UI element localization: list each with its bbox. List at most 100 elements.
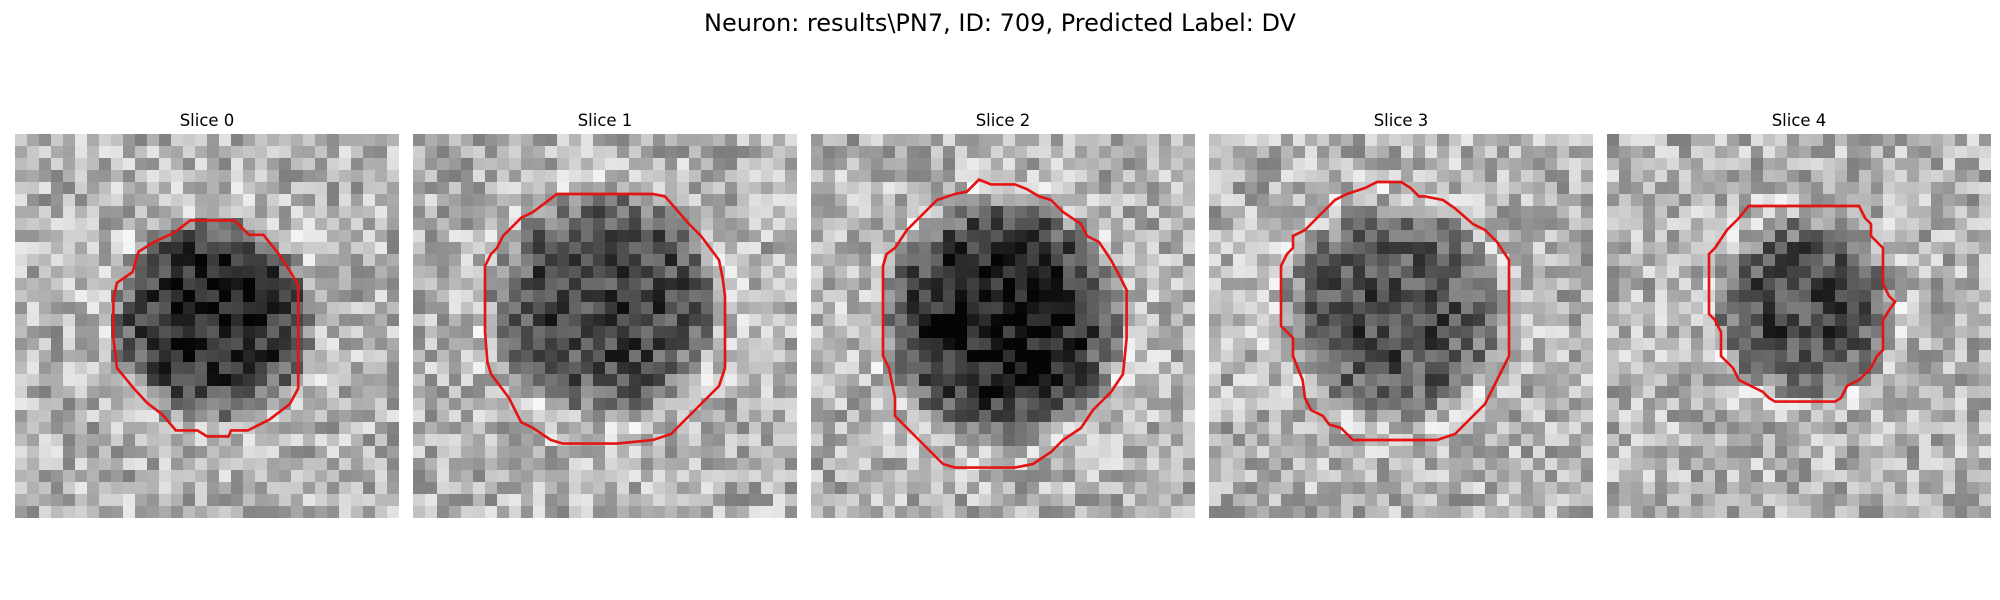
pixel xyxy=(1631,446,1644,459)
pixel xyxy=(1691,230,1704,243)
pixel xyxy=(243,314,256,327)
pixel xyxy=(437,506,450,518)
pixel xyxy=(1509,494,1522,507)
pixel xyxy=(811,446,824,459)
pixel xyxy=(1413,470,1426,483)
pixel xyxy=(1305,434,1318,447)
pixel xyxy=(701,242,714,255)
pixel xyxy=(1943,290,1956,303)
pixel xyxy=(473,218,486,231)
pixel xyxy=(303,326,316,339)
pixel xyxy=(521,470,534,483)
pixel xyxy=(1799,302,1812,315)
pixel xyxy=(413,206,426,219)
pixel xyxy=(1497,134,1510,147)
pixel xyxy=(219,314,232,327)
pixel xyxy=(1847,158,1860,171)
pixel xyxy=(1135,338,1148,351)
pixel xyxy=(461,314,474,327)
pixel xyxy=(1545,434,1558,447)
pixel xyxy=(907,182,920,195)
pixel xyxy=(279,158,292,171)
pixel xyxy=(1557,290,1570,303)
pixel xyxy=(1847,194,1860,207)
pixel xyxy=(1775,170,1788,183)
pixel xyxy=(1655,386,1668,399)
pixel xyxy=(1437,362,1450,375)
pixel xyxy=(51,254,64,267)
pixel xyxy=(473,506,486,518)
pixel xyxy=(1763,350,1776,363)
pixel xyxy=(979,446,992,459)
pixel xyxy=(1461,434,1474,447)
pixel xyxy=(773,182,786,195)
pixel xyxy=(1907,338,1920,351)
pixel xyxy=(1521,374,1534,387)
pixel xyxy=(1051,158,1064,171)
pixel xyxy=(219,386,232,399)
pixel xyxy=(51,206,64,219)
pixel xyxy=(593,482,606,495)
pixel xyxy=(15,458,28,471)
pixel xyxy=(1027,254,1040,267)
pixel xyxy=(1967,422,1980,435)
pixel xyxy=(749,170,762,183)
pixel xyxy=(967,482,980,495)
pixel xyxy=(75,314,88,327)
pixel xyxy=(291,194,304,207)
pixel xyxy=(1751,350,1764,363)
pixel xyxy=(1377,278,1390,291)
pixel xyxy=(1087,422,1100,435)
pixel xyxy=(195,338,208,351)
pixel xyxy=(1123,506,1136,518)
pixel xyxy=(1643,170,1656,183)
pixel xyxy=(967,470,980,483)
pixel xyxy=(1895,194,1908,207)
pixel xyxy=(749,182,762,195)
pixel xyxy=(39,266,52,279)
pixel xyxy=(39,362,52,375)
pixel xyxy=(1763,230,1776,243)
pixel xyxy=(1581,158,1593,171)
pixel xyxy=(1389,482,1402,495)
pixel xyxy=(1015,374,1028,387)
pixel xyxy=(1775,350,1788,363)
pixel xyxy=(171,242,184,255)
pixel xyxy=(1401,398,1414,411)
pixel xyxy=(871,434,884,447)
pixel xyxy=(1703,446,1716,459)
pixel xyxy=(1919,446,1932,459)
pixel xyxy=(991,350,1004,363)
pixel xyxy=(207,290,220,303)
pixel xyxy=(1667,278,1680,291)
pixel xyxy=(327,386,340,399)
pixel xyxy=(1775,386,1788,399)
pixel xyxy=(811,278,824,291)
pixel xyxy=(943,362,956,375)
pixel xyxy=(907,134,920,147)
pixel xyxy=(1545,482,1558,495)
pixel xyxy=(1895,362,1908,375)
pixel xyxy=(593,410,606,423)
pixel xyxy=(1269,398,1282,411)
pixel xyxy=(1051,410,1064,423)
pixel xyxy=(713,290,726,303)
pixel xyxy=(725,158,738,171)
pixel xyxy=(243,266,256,279)
pixel xyxy=(1209,314,1222,327)
pixel xyxy=(1919,362,1932,375)
pixel xyxy=(1739,398,1752,411)
pixel xyxy=(1569,470,1582,483)
pixel xyxy=(351,206,364,219)
pixel xyxy=(1353,362,1366,375)
pixel xyxy=(327,218,340,231)
pixel xyxy=(1835,182,1848,195)
pixel xyxy=(1293,302,1306,315)
pixel xyxy=(1533,446,1546,459)
pixel xyxy=(243,350,256,363)
pixel xyxy=(1907,278,1920,291)
pixel xyxy=(1293,170,1306,183)
pixel xyxy=(1437,254,1450,267)
pixel xyxy=(147,338,160,351)
pixel xyxy=(725,182,738,195)
